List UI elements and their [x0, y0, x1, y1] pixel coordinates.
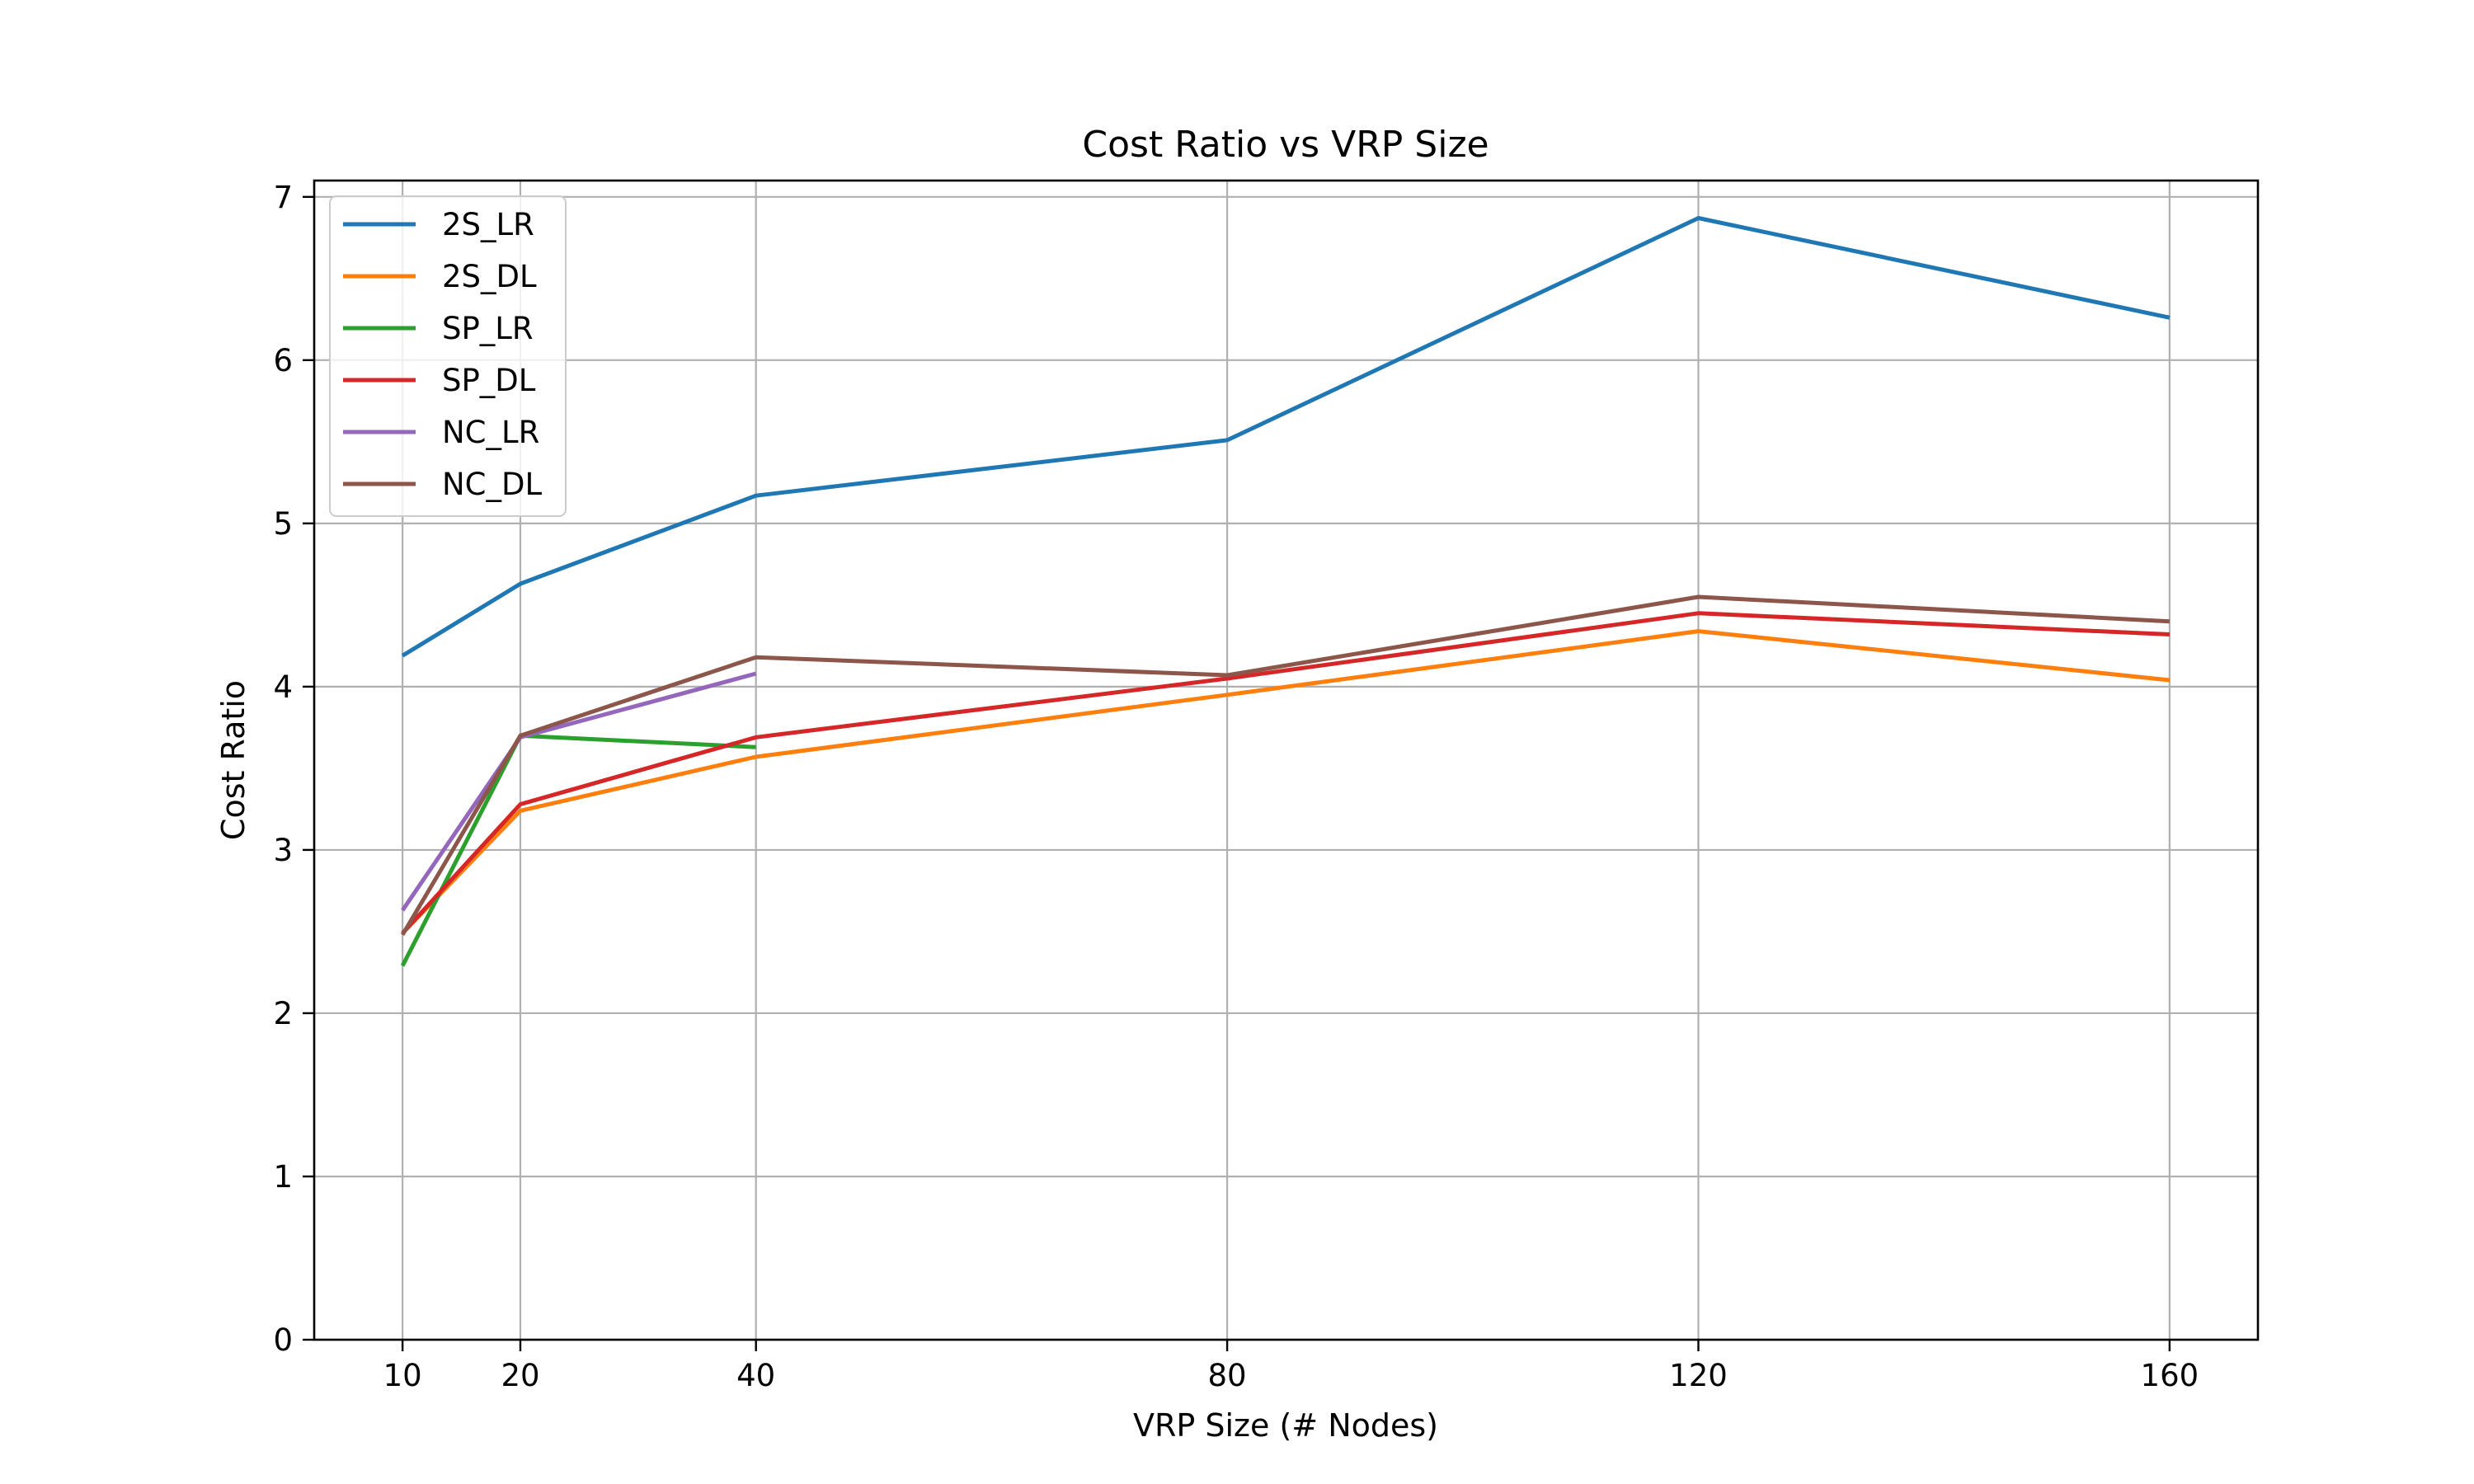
y-tick-label: 3 — [273, 833, 293, 868]
y-tick-label: 0 — [273, 1322, 293, 1358]
legend-label-2s-dl: 2S_DL — [442, 259, 537, 294]
series-line-2s-lr — [401, 216, 2171, 658]
x-tick-label: 160 — [2141, 1358, 2199, 1393]
x-tick-label: 120 — [1669, 1358, 1728, 1393]
legend-label-nc-lr: NC_LR — [442, 415, 539, 450]
x-tick-label: 20 — [501, 1358, 539, 1393]
y-axis-label: Cost Ratio — [215, 680, 252, 840]
plot-frame — [313, 179, 2260, 1341]
x-tick-label: 10 — [383, 1358, 422, 1393]
chart-title: Cost Ratio vs VRP Size — [1082, 124, 1489, 166]
x-axis-label: VRP Size (# Nodes) — [1133, 1407, 1438, 1444]
axis-ticks: 10 20 40 80 120 160 0 1 2 3 4 5 6 7 — [273, 180, 2199, 1393]
series-line-2s-dl — [401, 629, 2171, 935]
y-tick-label: 7 — [273, 180, 293, 215]
grid-lines — [314, 181, 2258, 1341]
y-tick-label: 4 — [273, 669, 293, 705]
legend-label-2s-lr: 2S_LR — [442, 207, 534, 242]
y-tick-label: 1 — [273, 1159, 293, 1195]
legend-label-sp-dl: SP_DL — [442, 363, 536, 398]
x-tick-label: 80 — [1208, 1358, 1247, 1393]
legend-label-nc-dl: NC_DL — [442, 467, 543, 502]
y-tick-label: 5 — [273, 506, 293, 542]
x-tick-label: 40 — [736, 1358, 775, 1393]
series-lines — [400, 216, 2171, 967]
series-line-nc-dl — [400, 594, 2171, 937]
legend-label-sp-lr: SP_LR — [442, 311, 534, 346]
y-tick-label: 6 — [273, 343, 293, 378]
y-tick-label: 2 — [273, 996, 293, 1031]
series-line-sp-dl — [401, 611, 2171, 935]
legend: 2S_LR 2S_DL SP_LR SP_DL NC_LR NC_DL — [329, 195, 567, 517]
